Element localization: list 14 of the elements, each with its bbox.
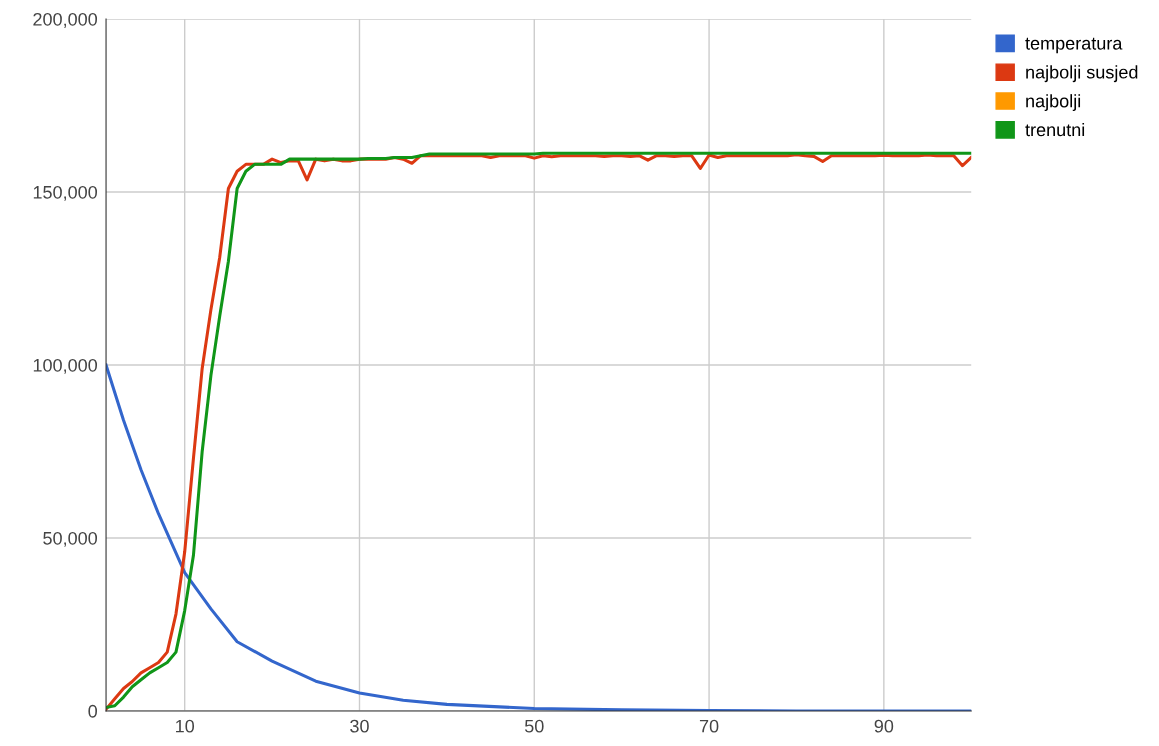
y-tick-label: 50,000 xyxy=(43,531,98,547)
y-tick-label: 100,000 xyxy=(33,358,98,374)
legend-label: temperatura xyxy=(1025,37,1123,54)
y-tick-label: 200,000 xyxy=(33,12,98,28)
y-tick-label: 0 xyxy=(88,704,98,718)
legend-label: trenutni xyxy=(1025,122,1085,137)
legend-label: najbolji susjed xyxy=(1026,65,1138,83)
x-tick-label: 30 xyxy=(350,719,369,733)
legend-label: najbolji xyxy=(1026,94,1081,111)
x-tick-label: 70 xyxy=(699,719,719,733)
x-tick-label: 50 xyxy=(524,719,544,733)
x-tick-label: 90 xyxy=(874,719,894,733)
y-tick-label: 150,000 xyxy=(33,185,98,201)
x-tick-label: 10 xyxy=(176,719,195,733)
